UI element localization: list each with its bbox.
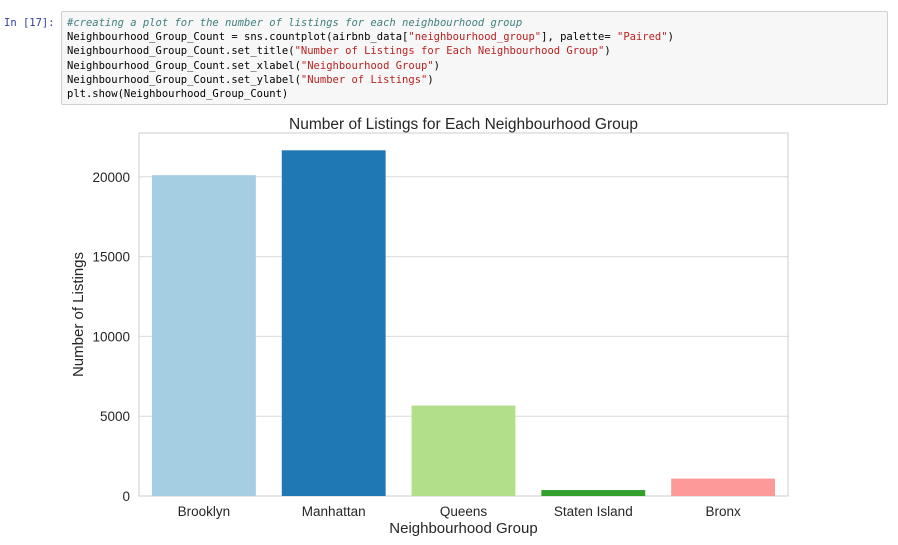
x-tick-label: Brooklyn xyxy=(178,504,231,519)
y-tick-label: 10000 xyxy=(92,329,130,344)
y-axis-label: Number of Listings xyxy=(70,252,87,377)
code-text: plt.show(Neighbourhood_Group_Count) xyxy=(67,88,289,101)
x-axis-label: Neighbourhood Group xyxy=(389,520,537,537)
code-text: ) xyxy=(667,31,674,44)
code-string: "Number of Listings for Each Neighbourho… xyxy=(294,45,605,58)
y-tick-labels: 0 5000 10000 15000 20000 xyxy=(92,170,130,504)
x-tick-labels: Brooklyn Manhattan Queens Staten Island Bron… xyxy=(178,504,741,519)
code-text: ) xyxy=(604,45,611,58)
y-tick-label: 20000 xyxy=(92,170,130,185)
code-text: Neighbourhood_Group_Count.set_ylabel( xyxy=(67,73,301,86)
y-tick-label: 0 xyxy=(122,489,130,504)
code-string: "Number of Listings" xyxy=(300,73,428,86)
bar-queens xyxy=(411,405,516,496)
y-tick-label: 15000 xyxy=(92,250,130,265)
bar-chart: 0 5000 10000 15000 20000 Brooklyn Manhattan Qu… xyxy=(70,116,789,537)
bars xyxy=(151,150,776,496)
code-text: ], palette= xyxy=(541,31,617,44)
code-cell[interactable]: #creating a plot for the number of listi… xyxy=(61,11,888,105)
code-string: "Neighbourhood Group" xyxy=(300,59,434,72)
x-tick-label: Queens xyxy=(440,504,488,519)
code-text: Neighbourhood_Group_Count.set_xlabel( xyxy=(67,59,301,72)
code-line: Neighbourhood_Group_Count = sns.countplo… xyxy=(67,30,882,44)
y-tick-label: 5000 xyxy=(100,409,130,424)
code-text: Neighbourhood_Group_Count.set_title( xyxy=(67,45,295,58)
x-tick-label: Staten Island xyxy=(554,504,633,519)
code-line: Neighbourhood_Group_Count.set_title("Num… xyxy=(67,44,882,58)
code-text: ) xyxy=(433,59,440,72)
code-line: plt.show(Neighbourhood_Group_Count) xyxy=(67,87,882,101)
cell-prompt: In [17]: xyxy=(4,17,55,29)
code-text: Neighbourhood_Group_Count = sns.countplo… xyxy=(67,31,409,44)
x-tick-label: Bronx xyxy=(705,504,741,519)
code-string: "Paired" xyxy=(617,31,668,44)
code-string: "neighbourhood_group" xyxy=(408,31,542,44)
chart-title: Number of Listings for Each Neighbourhoo… xyxy=(289,116,638,133)
code-line: Neighbourhood_Group_Count.set_ylabel("Nu… xyxy=(67,73,882,87)
bar-bronx xyxy=(671,478,776,496)
chart-output: 0 5000 10000 15000 20000 Brooklyn Manhattan Qu… xyxy=(60,110,800,541)
bar-brooklyn xyxy=(151,175,256,496)
code-line: #creating a plot for the number of listi… xyxy=(67,16,882,30)
x-tick-label: Manhattan xyxy=(302,504,366,519)
code-comment: #creating a plot for the number of listi… xyxy=(67,17,523,29)
bar-manhattan xyxy=(281,150,386,496)
code-text: ) xyxy=(427,73,434,86)
code-line: Neighbourhood_Group_Count.set_xlabel("Ne… xyxy=(67,59,882,73)
bar-staten-island xyxy=(541,490,646,496)
